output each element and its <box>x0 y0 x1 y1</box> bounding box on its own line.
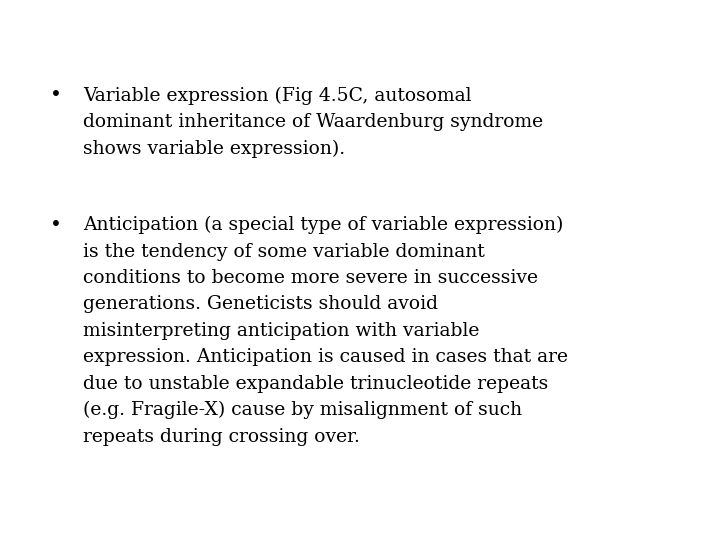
Text: •: • <box>50 216 62 235</box>
Text: Variable expression (Fig 4.5C, autosomal
dominant inheritance of Waardenburg syn: Variable expression (Fig 4.5C, autosomal… <box>83 86 543 158</box>
Text: Anticipation (a special type of variable expression)
is the tendency of some var: Anticipation (a special type of variable… <box>83 216 568 446</box>
Text: •: • <box>50 86 62 105</box>
